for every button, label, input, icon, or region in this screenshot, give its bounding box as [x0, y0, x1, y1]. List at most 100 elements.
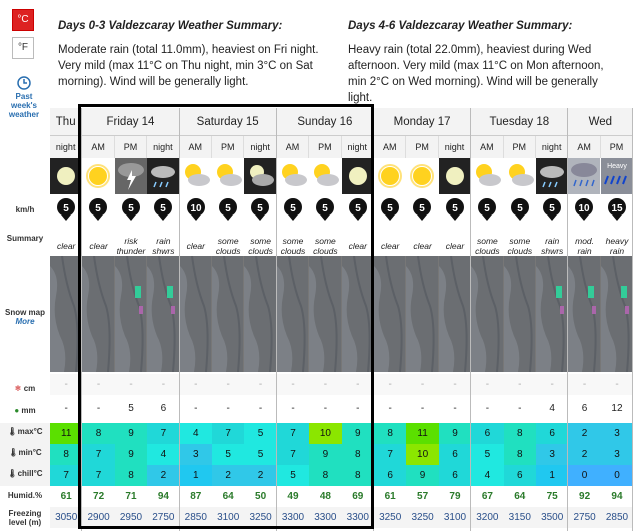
snow-map-thumbnail[interactable] — [341, 256, 374, 372]
wind-arrow: 5 — [341, 194, 374, 228]
max-value: 9 — [438, 423, 472, 444]
summary-0-3-text: Moderate rain (total 11.0mm), heaviest o… — [58, 44, 319, 88]
mod-rain-icon — [568, 158, 601, 194]
row-label-summary: Summary — [6, 234, 44, 243]
min-value: 9 — [114, 444, 148, 465]
rain-value: 5 — [114, 398, 148, 419]
svg-text:Heavy: Heavy — [607, 163, 627, 170]
fahrenheit-toggle[interactable]: °F — [12, 37, 34, 59]
snow-map-thumbnail[interactable] — [50, 256, 83, 372]
heavy-rain-icon: Heavy — [600, 158, 634, 194]
wind-direction-icon: 5 — [283, 198, 302, 221]
weather-summary: clear — [380, 241, 400, 251]
map-image — [179, 256, 211, 372]
day-header[interactable]: Friday 14 — [82, 108, 180, 136]
wind-direction-icon: 5 — [121, 198, 140, 221]
period-label: AM — [179, 136, 212, 158]
humid-value: 67 — [471, 486, 504, 507]
chill-value: 5 — [276, 465, 310, 486]
min-value: 7 — [276, 444, 310, 465]
freezing-value: 2900 — [82, 507, 115, 528]
snow-map-thumbnail[interactable] — [147, 256, 180, 372]
min-value: 5 — [212, 444, 245, 465]
wind-direction-icon: 5 — [413, 198, 432, 221]
wind-direction-icon: 5 — [445, 198, 464, 221]
humid-value: 79 — [438, 486, 472, 507]
svg-text:5: 5 — [452, 203, 458, 214]
row-label-rain: ● mm — [14, 406, 36, 415]
snow-map-thumbnail[interactable] — [276, 256, 310, 372]
max-value: 7 — [147, 423, 180, 444]
day-separator — [275, 108, 277, 531]
snow-map-thumbnail[interactable] — [568, 256, 601, 372]
period-label: AM — [82, 136, 115, 158]
humid-value: 87 — [179, 486, 212, 507]
day-header[interactable]: Monday 17 — [374, 108, 472, 136]
map-image — [341, 256, 373, 372]
rain-value: - — [244, 398, 277, 419]
chill-value: 2 — [147, 465, 180, 486]
day-header[interactable]: Saturday 15 — [179, 108, 277, 136]
snowflake-icon: ❄ — [14, 384, 22, 393]
min-value: 4 — [147, 444, 180, 465]
wind-arrow: 10 — [568, 194, 601, 228]
weather-summary: some clouds — [313, 236, 338, 256]
celsius-toggle[interactable]: °C — [12, 9, 34, 31]
max-value: 9 — [341, 423, 374, 444]
min-value: 3 — [179, 444, 212, 465]
map-image — [276, 256, 309, 372]
min-value: 9 — [309, 444, 342, 465]
wind-arrow: 5 — [503, 194, 536, 228]
cloudy-sun-icon — [184, 164, 210, 186]
wind-direction-icon: 10 — [575, 198, 594, 221]
period-label: AM — [471, 136, 504, 158]
max-value: 3 — [600, 423, 634, 444]
cloudy-sun-icon — [281, 164, 307, 186]
heavy-rain-icon: Heavy — [600, 158, 633, 194]
snow-map-thumbnail[interactable] — [503, 256, 536, 372]
humid-value: 71 — [114, 486, 148, 507]
wind-arrow: 5 — [114, 194, 148, 228]
snow-map-thumbnail[interactable] — [244, 256, 277, 372]
svg-text:5: 5 — [290, 203, 296, 214]
snowmap-more-link[interactable]: More — [15, 317, 35, 326]
snow-map-thumbnail[interactable] — [309, 256, 342, 372]
map-image — [406, 256, 438, 372]
wind-arrow: 5 — [438, 194, 472, 228]
cloudy-sun-icon — [276, 158, 310, 194]
max-value: 11 — [406, 423, 439, 444]
day-separator — [567, 108, 569, 531]
svg-text:5: 5 — [355, 203, 361, 214]
snow-value: - — [600, 374, 634, 395]
rain-value: - — [50, 398, 83, 419]
snow-map-thumbnail[interactable] — [82, 256, 115, 372]
humid-value: 64 — [212, 486, 245, 507]
weather-summary: some clouds — [248, 236, 273, 256]
moon-clear-icon — [50, 158, 82, 194]
snow-map-thumbnail[interactable] — [179, 256, 212, 372]
humid-value: 50 — [244, 486, 277, 507]
summary-0-3-title: Days 0-3 Valdezcaray Weather Summary: — [58, 20, 283, 32]
rain-value: - — [503, 398, 536, 419]
snow-map-thumbnail[interactable] — [471, 256, 504, 372]
day-header[interactable]: Tuesday 18 — [471, 108, 569, 136]
chill-value: 8 — [309, 465, 342, 486]
snow-map-thumbnail[interactable] — [600, 256, 634, 372]
rain-night-icon — [147, 158, 180, 194]
min-value: 5 — [471, 444, 504, 465]
map-image — [568, 256, 600, 372]
day-header[interactable]: Sunday 16 — [276, 108, 374, 136]
summary-days-0-3: Days 0-3 Valdezcaray Weather Summary: Mo… — [58, 18, 333, 90]
snow-map-thumbnail[interactable] — [114, 256, 148, 372]
day-header[interactable]: Wed — [568, 108, 634, 136]
snow-map-thumbnail[interactable] — [438, 256, 472, 372]
snow-map-thumbnail[interactable] — [406, 256, 439, 372]
weather-summary: rain shwrs — [152, 236, 175, 256]
snow-map-thumbnail[interactable] — [212, 256, 245, 372]
snow-map-thumbnail[interactable] — [374, 256, 407, 372]
day-header[interactable]: Thu — [50, 108, 83, 136]
moon-clear-icon — [341, 158, 374, 194]
snow-map-thumbnail[interactable] — [536, 256, 569, 372]
past-weather-link[interactable]: Past week's weather — [4, 76, 44, 119]
cloudy-sun-icon — [314, 164, 340, 186]
